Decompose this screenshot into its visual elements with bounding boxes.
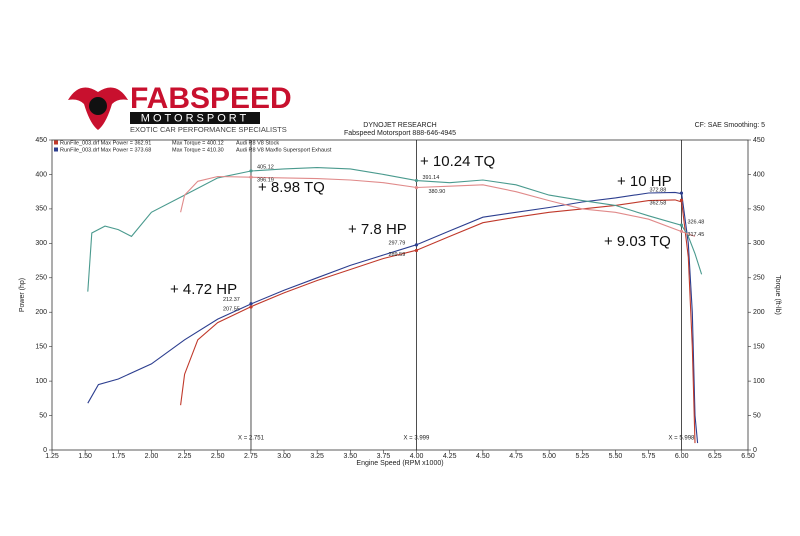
x-axis-label: Engine Speed (RPM x1000) [356,460,443,467]
chart-title: DYNOJET RESEARCH [363,122,436,129]
y-tick-label: 200 [35,309,47,316]
x-tick-label: 3.25 [310,453,324,460]
readout-dot [679,191,684,195]
y-tick-label: 100 [35,378,47,385]
y2-tick-label: 150 [753,344,765,351]
readout-dot [414,178,419,183]
cursor-label: X = 2.751 [238,436,265,442]
legend-name: Audi R8 V8 Stock [236,140,279,146]
y2-tick-label: 350 [753,206,765,213]
readout-label: 289.59 [388,252,405,258]
logo [68,87,260,130]
legend-torque: Max Torque = 400.12 [172,140,224,146]
x-tick-label: 5.75 [642,453,656,460]
readout-dot [679,223,684,227]
readout-label: 380.90 [428,189,445,195]
y2-tick-label: 200 [753,309,765,316]
y2-tick-label: 0 [753,447,757,454]
readout-dot [679,229,684,233]
readout-label: 372.88 [649,188,666,194]
legend-file: RunFile_003.drf Max Power = 362.91 [60,140,151,146]
x-tick-label: 3.00 [277,453,291,460]
x-tick-label: 5.25 [575,453,589,460]
readout-dot [414,248,419,253]
readout-label: 297.79 [388,240,405,246]
readout-label: 207.55 [223,306,240,312]
tagline: EXOTIC CAR PERFORMANCE SPECIALISTS [130,125,287,134]
y2-tick-label: 400 [753,171,765,178]
brand-sub: MOTORSPORT [141,112,249,124]
readout-dot [414,186,419,190]
annotation: + 10 HP [617,173,672,190]
annotation: + 4.72 HP [170,281,237,298]
y2-tick-label: 300 [753,240,765,247]
x-tick-label: 6.00 [675,453,689,460]
readout-dot [249,175,253,179]
y2-tick-label: 450 [753,137,765,144]
x-tick-label: 5.50 [609,453,623,460]
y-tick-label: 450 [35,137,47,144]
readout-dot [679,198,684,202]
x-tick-label: 4.00 [410,453,424,460]
y-tick-label: 300 [35,240,47,247]
x-tick-label: 2.00 [145,453,159,460]
readout-label: 212.37 [223,297,240,303]
x-tick-label: 4.50 [476,453,490,460]
x-tick-label: 3.50 [343,453,357,460]
x-tick-label: 2.75 [244,453,258,460]
x-tick-label: 3.75 [377,453,391,460]
readout-label: 317.45 [687,232,704,238]
legend-swatch [54,147,58,152]
y-axis-label: Power (hp) [19,278,26,312]
logo-emblem-center [89,97,107,115]
annotation: + 9.03 TQ [604,233,671,250]
y2-tick-label: 50 [753,412,761,419]
legend-name: Audi R8 V8 Maxflo Supersport Exhaust [236,147,332,153]
y-tick-label: 350 [35,206,47,213]
readout-dot [249,302,253,306]
settings: CF: SAE Smoothing: 5 [695,122,766,129]
y-tick-label: 400 [35,171,47,178]
chart-subtitle: Fabspeed Motorsport 888-646-4945 [344,130,456,137]
x-tick-label: 1.75 [111,453,125,460]
y2-axis-label: Torque (ft-lb) [774,275,781,315]
x-tick-label: 4.25 [443,453,457,460]
y-tick-label: 250 [35,275,47,282]
annotation: + 10.24 TQ [420,153,495,170]
readout-dot [249,169,253,173]
y2-tick-label: 250 [753,275,765,282]
x-tick-label: 5.00 [542,453,556,460]
y2-tick-label: 100 [753,378,765,385]
series-line [87,167,703,292]
legend-file: RunFile_003.drf Max Power = 373.68 [60,147,151,153]
plot-frame [51,139,749,451]
x-tick-label: 2.50 [211,453,225,460]
readout-label: 391.14 [422,175,439,181]
y-tick-label: 50 [39,412,47,419]
readout-label: 396.19 [257,178,274,184]
logo-band [130,112,260,124]
annotation: + 7.8 HP [348,221,407,238]
readout-dot [414,243,419,247]
legend-torque: Max Torque = 410.30 [172,147,224,153]
y-tick-label: 150 [35,344,47,351]
x-tick-label: 1.25 [45,453,59,460]
readout-label: 326.48 [687,220,704,226]
x-tick-label: 6.50 [741,453,755,460]
series-line [180,199,696,444]
x-tick-label: 1.50 [78,453,92,460]
readout-dot [249,305,253,309]
x-tick-label: 4.75 [509,453,523,460]
y-tick-label: 0 [43,447,47,454]
brand: FABSPEED [130,82,292,115]
cursor-label: X = 3.999 [404,436,431,442]
legend-swatch [54,140,58,145]
annotation: + 8.98 TQ [258,179,325,196]
cursor-label: X = 5.998 [669,436,696,442]
readout-label: 362.58 [649,201,666,207]
x-tick-label: 6.25 [708,453,722,460]
x-tick-label: 2.25 [178,453,192,460]
readout-label: 405.12 [257,164,274,170]
